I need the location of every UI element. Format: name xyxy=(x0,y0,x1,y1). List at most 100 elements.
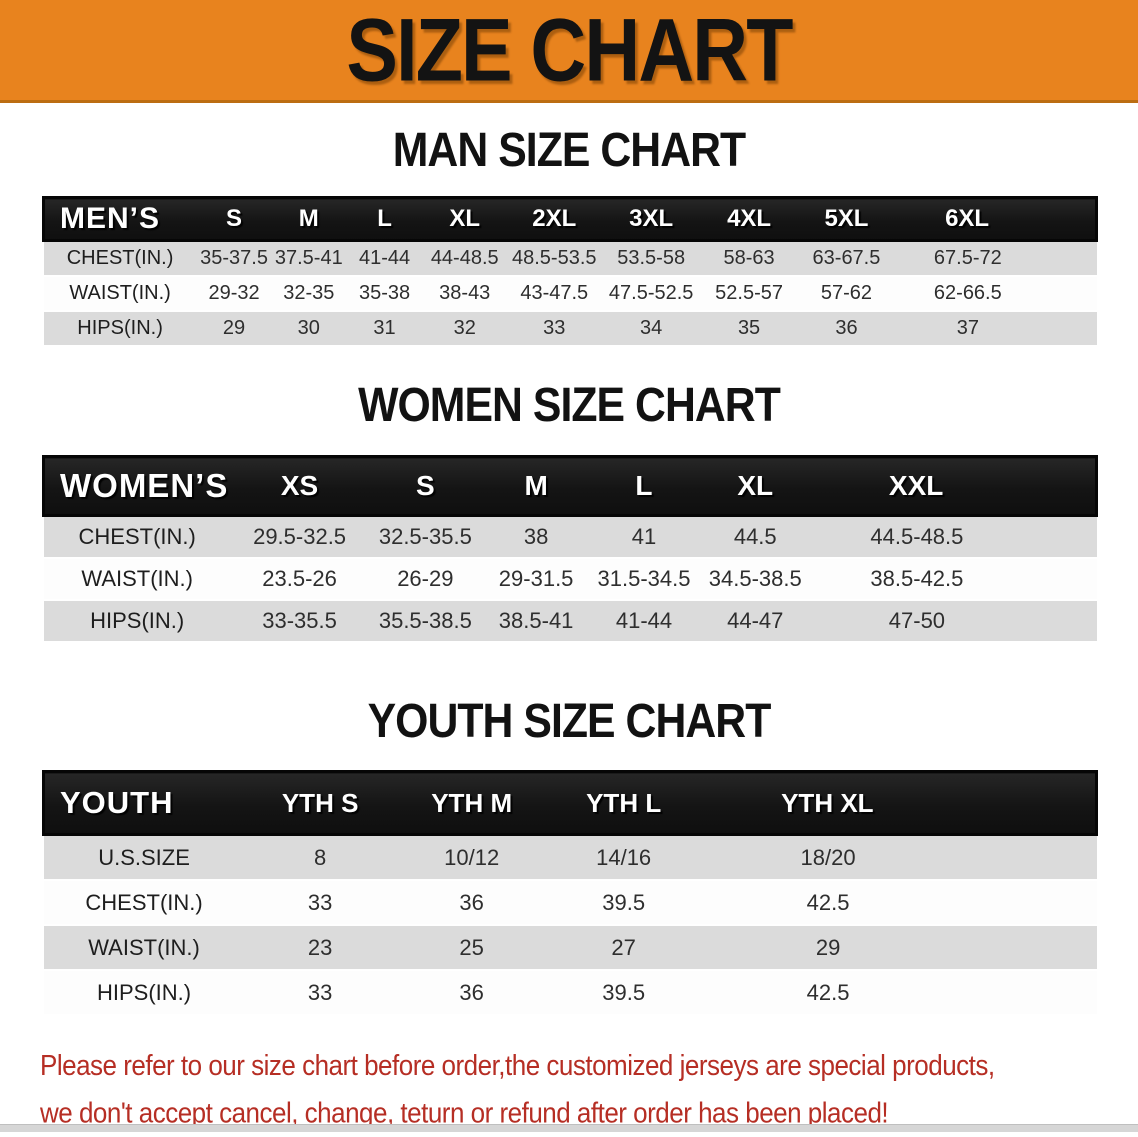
measure-value: 37.5-41 xyxy=(271,239,347,277)
measure-value: 37 xyxy=(895,311,1097,347)
table-group-label: MEN’S xyxy=(41,196,197,242)
table-header-row: WOMEN’S XS S M L XL XXL xyxy=(41,455,1099,517)
measure-value: 44-48.5 xyxy=(422,239,507,277)
photo-bottom-edge xyxy=(0,1124,1138,1132)
size-column-header: YTH M xyxy=(395,770,548,836)
measure-value: 41-44 xyxy=(346,239,423,277)
measure-value: 58-63 xyxy=(700,239,798,277)
table-row: HIPS(IN.) 29 30 31 32 33 34 35 36 37 xyxy=(43,311,1097,347)
table-row: HIPS(IN.) 33 36 39.5 42.5 xyxy=(43,970,1097,1016)
size-column-header: S xyxy=(368,455,483,517)
table-row: CHEST(IN.) 29.5-32.5 32.5-35.5 38 41 44.5 44.5… xyxy=(43,514,1097,559)
measure-value: 32-35 xyxy=(271,276,347,312)
measure-row-label: CHEST(IN.) xyxy=(43,514,231,559)
banner-title: SIZE CHART xyxy=(346,0,793,100)
measure-value: 29-31.5 xyxy=(482,558,590,601)
size-column-header: XS xyxy=(230,455,369,517)
measure-row-label: U.S.SIZE xyxy=(43,833,245,881)
measure-value: 23 xyxy=(244,925,396,971)
measure-value: 10/12 xyxy=(395,833,548,881)
measure-value: 8 xyxy=(244,833,396,881)
measure-value: 35-37.5 xyxy=(196,239,272,277)
measure-value: 42.5 xyxy=(699,970,1097,1016)
size-column-header: XXL xyxy=(812,455,1099,517)
size-column-header: M xyxy=(482,455,590,517)
measure-value: 29 xyxy=(196,311,272,347)
measure-row-label: WAIST(IN.) xyxy=(43,276,197,312)
measure-value: 63-67.5 xyxy=(797,239,896,277)
men-section-heading: MAN SIZE CHART xyxy=(392,121,746,177)
size-column-header: S xyxy=(196,196,272,242)
size-column-header: YTH L xyxy=(547,770,700,836)
measure-value: 31 xyxy=(346,311,423,347)
disclaimer-line-1: Please refer to our size chart before or… xyxy=(40,1048,995,1082)
measure-row-label: WAIST(IN.) xyxy=(43,558,231,601)
section-men: MAN SIZE CHART MEN’S S M L XL 2XL 3XL 4XL 5XL 6XL… xyxy=(0,121,1138,347)
measure-value: 44.5 xyxy=(698,514,813,559)
size-column-header: L xyxy=(346,196,423,242)
measure-value: 48.5-53.5 xyxy=(506,239,602,277)
youth-section-heading: YOUTH SIZE CHART xyxy=(367,692,772,748)
measure-value: 39.5 xyxy=(547,970,700,1016)
measure-value: 42.5 xyxy=(699,880,1097,926)
table-row: WAIST(IN.) 23 25 27 29 xyxy=(43,925,1097,971)
measure-value: 29 xyxy=(699,925,1097,971)
measure-value: 38.5-42.5 xyxy=(812,558,1097,601)
measure-value: 35 xyxy=(700,311,798,347)
youth-size-table-wrap: YOUTH YTH S YTH M YTH L YTH XL U.S.SIZE 8 10/12… xyxy=(41,770,1098,1016)
measure-value: 44-47 xyxy=(698,600,813,643)
measure-row-label: CHEST(IN.) xyxy=(43,239,197,277)
table-row: CHEST(IN.) 33 36 39.5 42.5 xyxy=(43,880,1097,926)
measure-value: 47-50 xyxy=(812,600,1097,643)
measure-value: 52.5-57 xyxy=(700,276,798,312)
measure-value: 30 xyxy=(271,311,347,347)
size-column-header: 4XL xyxy=(700,196,798,242)
measure-value: 62-66.5 xyxy=(895,276,1097,312)
table-row: CHEST(IN.) 35-37.5 37.5-41 41-44 44-48.5 48.5… xyxy=(43,239,1097,277)
size-table: WOMEN’S XS S M L XL XXL CHEST(IN.) 29.5-32.5 32.5… xyxy=(41,455,1099,643)
measure-value: 27 xyxy=(547,925,700,971)
measure-value: 14/16 xyxy=(547,833,700,881)
measure-value: 36 xyxy=(797,311,896,347)
measure-value: 33 xyxy=(506,311,602,347)
measure-value: 32 xyxy=(422,311,507,347)
measure-value: 29-32 xyxy=(196,276,272,312)
measure-value: 53.5-58 xyxy=(601,239,701,277)
measure-row-label: WAIST(IN.) xyxy=(43,925,245,971)
measure-row-label: HIPS(IN.) xyxy=(43,600,231,643)
section-youth: YOUTH SIZE CHART YOUTH YTH S YTH M YTH L YTH… xyxy=(0,692,1138,1016)
table-row: WAIST(IN.) 29-32 32-35 35-38 38-43 43-47.5 47.… xyxy=(43,276,1097,312)
table-group-label: WOMEN’S xyxy=(41,455,231,517)
measure-value: 35.5-38.5 xyxy=(368,600,483,643)
measure-row-label: HIPS(IN.) xyxy=(43,311,197,347)
order-disclaimer: Please refer to our size chart before or… xyxy=(40,1042,1138,1137)
measure-value: 35-38 xyxy=(346,276,423,312)
section-women: WOMEN SIZE CHART WOMEN’S XS S M L XL XXL CHEST(… xyxy=(0,377,1138,643)
size-column-header: XL xyxy=(422,196,507,242)
measure-value: 38-43 xyxy=(422,276,507,312)
table-row: WAIST(IN.) 23.5-26 26-29 29-31.5 31.5-34.5 34… xyxy=(43,558,1097,601)
measure-value: 44.5-48.5 xyxy=(812,514,1097,559)
measure-value: 31.5-34.5 xyxy=(589,558,699,601)
measure-value: 26-29 xyxy=(368,558,483,601)
size-column-header: YTH S xyxy=(244,770,396,836)
measure-value: 67.5-72 xyxy=(895,239,1097,277)
measure-value: 39.5 xyxy=(547,880,700,926)
size-column-header: 6XL xyxy=(895,196,1099,242)
measure-value: 47.5-52.5 xyxy=(601,276,701,312)
table-group-label: YOUTH xyxy=(41,770,245,836)
measure-value: 34.5-38.5 xyxy=(698,558,813,601)
size-column-header: L xyxy=(589,455,699,517)
measure-value: 33 xyxy=(244,970,396,1016)
measure-value: 34 xyxy=(601,311,701,347)
size-column-header: 2XL xyxy=(506,196,602,242)
table-header-row: MEN’S S M L XL 2XL 3XL 4XL 5XL 6XL xyxy=(41,196,1099,242)
size-column-header: XL xyxy=(698,455,813,517)
measure-value: 29.5-32.5 xyxy=(230,514,369,559)
size-column-header: M xyxy=(271,196,347,242)
size-column-header: 5XL xyxy=(797,196,896,242)
men-size-table-wrap: MEN’S S M L XL 2XL 3XL 4XL 5XL 6XL CHEST(IN.) 35-37… xyxy=(41,196,1099,347)
measure-value: 38.5-41 xyxy=(482,600,590,643)
measure-value: 18/20 xyxy=(699,833,1097,881)
size-column-header: YTH XL xyxy=(699,770,1098,836)
